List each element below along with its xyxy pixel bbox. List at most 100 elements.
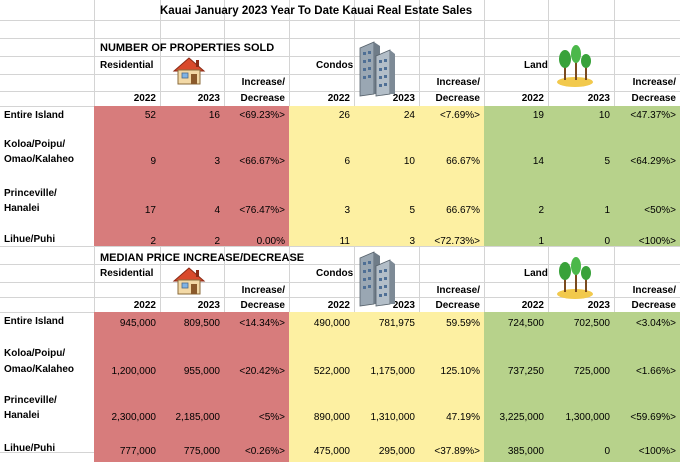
grid-hline — [0, 91, 680, 92]
grid-hline — [0, 56, 680, 57]
value-cell: 24 — [403, 110, 415, 121]
value-cell: 3 — [344, 205, 350, 216]
value-cell: <0.26%> — [244, 446, 285, 457]
value-cell: <20.42%> — [239, 366, 285, 377]
row-label: Entire Island — [4, 110, 65, 121]
value-cell: 6 — [344, 156, 350, 167]
change-label: Decrease — [240, 300, 285, 311]
value-cell: <14.34%> — [239, 318, 285, 329]
value-cell: 4 — [214, 205, 220, 216]
grid-hline — [0, 282, 680, 283]
grid-hline — [0, 246, 680, 247]
value-cell: 26 — [338, 110, 350, 121]
condos-fill — [289, 312, 484, 462]
grid-hline — [0, 264, 680, 265]
category-label-land: Land — [524, 60, 548, 71]
trees-icon — [555, 44, 595, 88]
value-cell: 47.19% — [446, 412, 480, 423]
value-cell: 66.67% — [446, 205, 480, 216]
row-label: Hanalei — [4, 203, 40, 214]
value-cell: 809,500 — [183, 318, 220, 329]
value-cell: 0 — [604, 446, 610, 457]
row-label: Princeville/ — [4, 395, 57, 406]
value-cell: 1,175,000 — [370, 366, 416, 377]
grid-hline — [0, 74, 680, 75]
value-cell: <47.37%> — [630, 110, 676, 121]
condo-buildings-icon — [356, 248, 396, 308]
change-label: Increase/ — [436, 285, 480, 296]
change-label: Increase/ — [436, 77, 480, 88]
value-cell: <1.66%> — [635, 366, 676, 377]
year-header: 2022 — [327, 93, 350, 104]
year-header: 2023 — [197, 300, 220, 311]
value-cell: <76.47%> — [239, 205, 285, 216]
year-header: 2023 — [587, 300, 610, 311]
value-cell: 1,300,000 — [565, 412, 611, 423]
value-cell: 66.67% — [446, 156, 480, 167]
value-cell: <37.89%> — [434, 446, 480, 457]
row-label: Entire Island — [4, 316, 65, 327]
value-cell: 59.59% — [446, 318, 480, 329]
row-label: Hanalei — [4, 410, 40, 421]
value-cell: 3 — [214, 156, 220, 167]
value-cell: 725,000 — [573, 366, 610, 377]
value-cell: 14 — [532, 156, 544, 167]
value-cell: 3 — [409, 236, 415, 247]
row-label: Koloa/Poipu/ — [4, 139, 66, 150]
change-label: Decrease — [240, 93, 285, 104]
value-cell: <5%> — [258, 412, 285, 423]
category-label-condos: Condos — [316, 268, 354, 279]
value-cell: 16 — [208, 110, 220, 121]
house-icon — [172, 266, 206, 296]
year-header: 2023 — [392, 93, 415, 104]
value-cell: 737,250 — [507, 366, 544, 377]
year-header: 2022 — [133, 300, 156, 311]
value-cell: 781,975 — [378, 318, 415, 329]
grid-hline — [0, 20, 680, 21]
value-cell: <59.69%> — [630, 412, 676, 423]
value-cell: 3,225,000 — [499, 412, 545, 423]
value-cell: 17 — [144, 205, 156, 216]
value-cell: 2 — [150, 236, 156, 247]
value-cell: 702,500 — [573, 318, 610, 329]
value-cell: 1,200,000 — [111, 366, 157, 377]
value-cell: 2 — [214, 236, 220, 247]
value-cell: 945,000 — [119, 318, 156, 329]
trees-icon — [555, 256, 595, 300]
land-fill — [484, 312, 680, 462]
change-label: Increase/ — [241, 77, 285, 88]
row-label: Princeville/ — [4, 188, 57, 199]
value-cell: 2,300,000 — [111, 412, 157, 423]
value-cell: 1 — [538, 236, 544, 247]
sheet-title: Kauai January 2023 Year To Date Kauai Re… — [160, 5, 473, 17]
value-cell: <64.29%> — [630, 156, 676, 167]
category-label-land: Land — [524, 268, 548, 279]
change-label: Increase/ — [241, 285, 285, 296]
year-header: 2022 — [133, 93, 156, 104]
value-cell: 5 — [409, 205, 415, 216]
year-header: 2023 — [197, 93, 220, 104]
row-label: Lihue/Puhi — [4, 234, 56, 245]
change-label: Decrease — [631, 93, 676, 104]
row-label: Omao/Kalaheo — [4, 154, 75, 165]
value-cell: 2 — [538, 205, 544, 216]
condo-buildings-icon — [356, 38, 396, 98]
row-label: Lihue/Puhi — [4, 443, 56, 454]
value-cell: 522,000 — [313, 366, 350, 377]
value-cell: 9 — [150, 156, 156, 167]
value-cell: 1 — [604, 205, 610, 216]
grid-hline — [0, 38, 680, 39]
value-cell: 125.10% — [440, 366, 480, 377]
section-title: MEDIAN PRICE INCREASE/DECREASE — [100, 252, 305, 264]
value-cell: <50%> — [644, 205, 676, 216]
change-label: Decrease — [631, 300, 676, 311]
value-cell: <69.23%> — [239, 110, 285, 121]
value-cell: 10 — [598, 110, 610, 121]
section-title: NUMBER OF PROPERTIES SOLD — [100, 42, 275, 54]
year-header: 2023 — [392, 300, 415, 311]
value-cell: 19 — [532, 110, 544, 121]
value-cell: <66.67%> — [239, 156, 285, 167]
value-cell: <3.04%> — [635, 318, 676, 329]
category-label-residential: Residential — [100, 60, 154, 71]
